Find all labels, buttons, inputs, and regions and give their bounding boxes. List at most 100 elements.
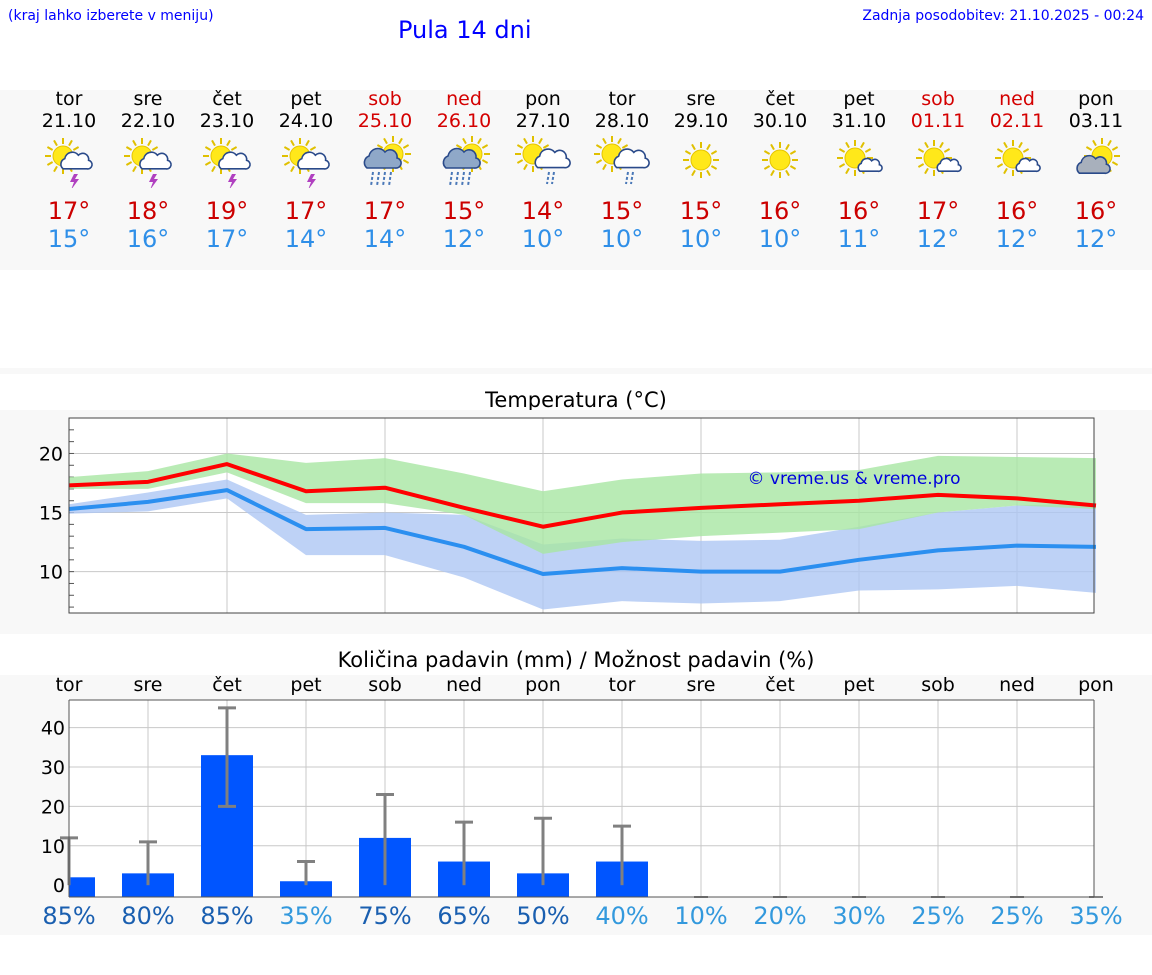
day-column: pet 24.10 xyxy=(266,88,346,132)
temp-min: 10° xyxy=(521,225,565,253)
precip-day-label: tor xyxy=(608,674,636,696)
day-date: 26.10 xyxy=(436,110,492,132)
y-tick-label: 15 xyxy=(39,503,63,525)
temp-max: 17° xyxy=(284,197,328,225)
menu-hint[interactable]: (kraj lahko izberete v meniju) xyxy=(8,8,214,24)
day-date: 30.10 xyxy=(752,110,808,132)
sun-cloud-rain-icon xyxy=(515,136,571,192)
temperature-chart: 10 15 20 © vreme.us & vreme.pro xyxy=(39,417,1097,614)
precip-probability: 10% xyxy=(674,902,728,930)
precip-probability: 85% xyxy=(200,902,254,930)
max-temp-band xyxy=(69,453,1096,554)
temp-max: 17° xyxy=(916,197,960,225)
precip-day-label: sre xyxy=(686,674,716,696)
sun-grey-cloud-icon xyxy=(1068,136,1124,192)
temp-max: 17° xyxy=(47,197,91,225)
precip-bar xyxy=(69,877,95,897)
min-temp-line xyxy=(68,488,1097,576)
day-name: sob xyxy=(368,88,402,110)
day-date: 27.10 xyxy=(515,110,571,132)
y-tick-label: 20 xyxy=(39,443,63,465)
day-column: pon 27.10 xyxy=(503,88,583,132)
max-temp-line xyxy=(68,462,1097,529)
day-column: tor 28.10 xyxy=(582,88,662,132)
temp-min: 14° xyxy=(363,225,407,253)
temp-max: 15° xyxy=(679,197,723,225)
precip-day-label: tor xyxy=(55,674,83,696)
temp-min: 12° xyxy=(442,225,486,253)
sun-cloud-thunder-icon xyxy=(199,136,255,192)
day-column: sre 29.10 xyxy=(661,88,741,132)
temp-min: 11° xyxy=(837,225,881,253)
sun-small-cloud-icon xyxy=(989,136,1045,192)
precip-probability: 25% xyxy=(990,902,1044,930)
day-column: pet 31.10 xyxy=(819,88,899,132)
temp-min: 12° xyxy=(1074,225,1118,253)
day-name: sob xyxy=(921,88,955,110)
day-column: sob 01.11 xyxy=(898,88,978,132)
day-date: 01.11 xyxy=(910,110,966,132)
precip-probability: 30% xyxy=(832,902,886,930)
day-date: 31.10 xyxy=(831,110,887,132)
day-name: pon xyxy=(525,88,561,110)
sun-icon xyxy=(673,136,729,192)
day-date: 21.10 xyxy=(41,110,97,132)
day-date: 25.10 xyxy=(357,110,413,132)
day-name: pet xyxy=(843,88,875,110)
day-name: pet xyxy=(290,88,322,110)
temp-min: 12° xyxy=(916,225,960,253)
day-column: čet 30.10 xyxy=(740,88,820,132)
precip-day-label: čet xyxy=(212,674,242,696)
temp-max: 17° xyxy=(363,197,407,225)
temp-max: 15° xyxy=(442,197,486,225)
day-date: 28.10 xyxy=(594,110,650,132)
precip-probability: 80% xyxy=(121,902,175,930)
temp-min: 16° xyxy=(126,225,170,253)
sun-cloud-rain-icon xyxy=(594,136,650,192)
watermark: © vreme.us & vreme.pro xyxy=(747,469,960,489)
sun-cloud-heavy-rain-icon xyxy=(436,136,492,192)
day-column: čet 23.10 xyxy=(187,88,267,132)
temp-max: 16° xyxy=(758,197,802,225)
day-date: 29.10 xyxy=(673,110,729,132)
sun-cloud-thunder-icon xyxy=(41,136,97,192)
y-tick-label: 10 xyxy=(41,836,65,858)
precip-probability: 75% xyxy=(358,902,412,930)
day-date: 22.10 xyxy=(120,110,176,132)
precip-day-label: čet xyxy=(765,674,795,696)
last-updated: Zadnja posodobitev: 21.10.2025 - 00:24 xyxy=(862,8,1144,24)
day-column: tor 21.10 xyxy=(29,88,109,132)
forecast-band xyxy=(0,90,1152,270)
temp-min: 15° xyxy=(47,225,91,253)
sun-cloud-heavy-rain-icon xyxy=(357,136,413,192)
sun-cloud-thunder-icon xyxy=(120,136,176,192)
y-tick-label: 20 xyxy=(41,796,65,818)
y-tick-label: 40 xyxy=(41,718,65,740)
sun-small-cloud-icon xyxy=(910,136,966,192)
y-tick-label: 30 xyxy=(41,757,65,779)
divider xyxy=(0,368,1152,374)
precip-day-label: pon xyxy=(1078,674,1114,696)
day-column: pon 03.11 xyxy=(1056,88,1136,132)
day-name: sre xyxy=(686,88,716,110)
precip-bar xyxy=(280,881,332,897)
day-name: ned xyxy=(999,88,1035,110)
precip-day-label: ned xyxy=(446,674,482,696)
sun-small-cloud-icon xyxy=(831,136,887,192)
sun-icon xyxy=(752,136,808,192)
temp-min: 10° xyxy=(758,225,802,253)
day-date: 24.10 xyxy=(278,110,334,132)
temp-min: 14° xyxy=(284,225,328,253)
precip-day-label: sob xyxy=(368,674,402,696)
precip-day-label: sre xyxy=(133,674,163,696)
temp-max: 14° xyxy=(521,197,565,225)
precip-probability: 25% xyxy=(911,902,965,930)
day-column: ned 02.11 xyxy=(977,88,1057,132)
temp-min: 17° xyxy=(205,225,249,253)
day-column: ned 26.10 xyxy=(424,88,504,132)
precip-probability: 65% xyxy=(437,902,491,930)
temp-min: 10° xyxy=(600,225,644,253)
day-name: čet xyxy=(765,88,795,110)
temp-min: 10° xyxy=(679,225,723,253)
temp-min: 12° xyxy=(995,225,1039,253)
